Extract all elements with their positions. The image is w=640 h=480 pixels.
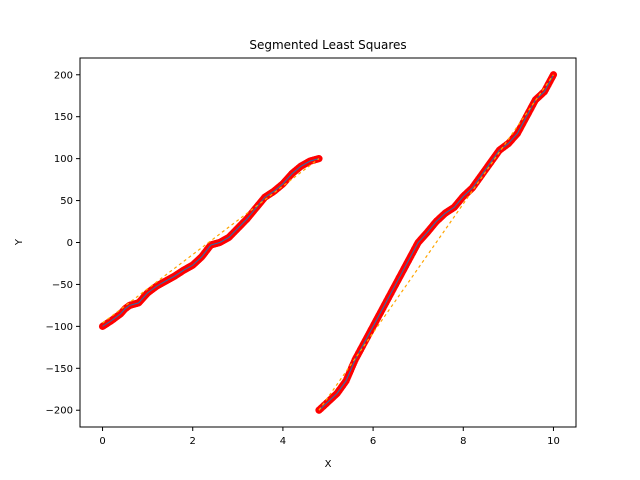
y-tick-label: −200: [46, 406, 73, 417]
y-tick-label: 200: [54, 70, 73, 81]
sample-trace: [102, 158, 320, 327]
y-tick-label: 0: [67, 238, 73, 249]
y-tick-label: −50: [52, 280, 73, 291]
fit-line: [318, 74, 554, 411]
y-axis: −200 −150 −100 −50 0 50 100 150 200: [46, 70, 80, 417]
x-tick-label: 2: [190, 436, 196, 447]
x-tick-label: 6: [370, 436, 376, 447]
plot-marks: [98, 71, 558, 414]
y-axis-label: Y: [14, 238, 25, 246]
data-point: [549, 71, 558, 79]
y-tick-label: 100: [54, 154, 73, 165]
x-tick-label: 8: [460, 436, 466, 447]
x-tick-label: 0: [99, 436, 105, 447]
plot-frame: [79, 57, 577, 428]
x-tick-label: 4: [280, 436, 286, 447]
chart-title: Segmented Least Squares: [249, 38, 406, 52]
data-point: [315, 155, 323, 163]
x-tick-label: 10: [547, 436, 560, 447]
y-tick-label: 50: [60, 196, 73, 207]
y-tick-label: −150: [46, 364, 73, 375]
x-axis: 0 2 4 6 8 10: [99, 427, 560, 447]
y-tick-label: −100: [46, 322, 73, 333]
y-tick-label: 150: [54, 112, 73, 123]
x-axis-label: X: [325, 459, 332, 470]
